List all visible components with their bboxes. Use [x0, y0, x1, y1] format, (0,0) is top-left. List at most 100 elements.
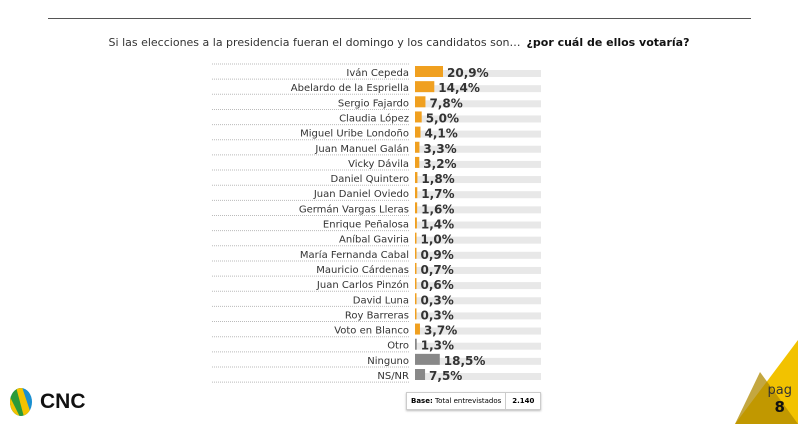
value-label: 3,2% — [423, 157, 456, 171]
bar-track — [415, 342, 541, 350]
bar-track — [415, 236, 541, 244]
bar-track — [415, 221, 541, 229]
value-label: 5,0% — [426, 111, 459, 125]
bar — [415, 262, 417, 274]
category-label: NS/NR — [377, 371, 409, 382]
question-bold: ¿por cuál de ellos votaría? — [526, 36, 690, 49]
base-text: Total entrevistados — [435, 397, 502, 405]
category-label: Ninguno — [367, 356, 409, 367]
bar — [415, 293, 417, 305]
value-label: 1,8% — [421, 172, 454, 186]
bar-track — [415, 373, 541, 380]
category-label: Vicky Dávila — [348, 158, 409, 170]
bar — [415, 278, 417, 290]
top-divider — [48, 18, 751, 19]
value-label: 20,9% — [447, 66, 489, 80]
base-box: Base: Total entrevistados 2.140 — [406, 392, 542, 410]
category-label: Roy Barreras — [345, 310, 409, 321]
value-label: 0,9% — [421, 248, 454, 262]
value-label: 3,7% — [424, 324, 457, 338]
page-number: 8 — [774, 398, 785, 416]
corner-shade — [735, 372, 798, 424]
bar — [415, 353, 440, 365]
bar — [415, 141, 420, 153]
bar-track — [415, 70, 541, 77]
page-label: pag — [767, 383, 792, 398]
bar — [415, 338, 417, 350]
category-label: Aníbal Gaviria — [339, 234, 409, 246]
bar — [415, 323, 420, 335]
bar-track — [415, 100, 541, 108]
bar — [415, 217, 417, 229]
bar — [415, 66, 444, 77]
cnc-logo: CNC — [6, 387, 86, 417]
value-label: 3,3% — [423, 142, 456, 156]
category-label: Enrique Peñalosa — [323, 220, 409, 231]
bar — [415, 369, 426, 380]
chart-title: Si las elecciones a la presidencia fuera… — [0, 36, 798, 49]
question-text: Si las elecciones a la presidencia fuera… — [108, 36, 521, 49]
value-label: 0,7% — [421, 263, 454, 277]
value-label: 7,8% — [429, 96, 462, 110]
category-label: Miguel Uribe Londoño — [300, 129, 409, 140]
bar-track — [415, 85, 541, 93]
category-label: Juan Carlos Pinzón — [316, 279, 409, 291]
value-label: 1,4% — [421, 218, 454, 232]
value-label: 14,4% — [438, 81, 480, 95]
category-label: David Luna — [353, 295, 409, 306]
bar — [415, 308, 417, 320]
bar — [415, 111, 422, 123]
value-label: 1,0% — [421, 233, 454, 247]
bar-track — [415, 145, 541, 153]
value-label: 1,3% — [421, 339, 454, 353]
bar — [415, 156, 420, 168]
bar-track — [415, 266, 541, 274]
value-label: 4,1% — [424, 127, 457, 141]
bar-track — [415, 160, 541, 168]
value-label: 1,6% — [421, 202, 454, 216]
value-label: 0,3% — [421, 308, 454, 322]
bar-track — [415, 251, 541, 259]
bar-track — [415, 357, 541, 365]
bar-track — [415, 115, 541, 123]
bar — [415, 187, 418, 199]
category-label: Iván Cepeda — [346, 67, 409, 79]
bar — [415, 81, 435, 93]
base-label: Base: — [411, 397, 433, 405]
value-label: 0,6% — [421, 278, 454, 292]
category-label: Juan Manuel Galán — [314, 143, 409, 155]
bar-track — [415, 297, 541, 305]
bar — [415, 126, 421, 138]
category-label: Otro — [387, 341, 409, 352]
bar-track — [415, 327, 541, 335]
value-label: 1,7% — [421, 187, 454, 201]
base-value: 2.140 — [512, 397, 535, 405]
category-label: María Fernanda Cabal — [300, 249, 409, 261]
value-label: 0,3% — [421, 293, 454, 307]
bar — [415, 172, 418, 184]
category-label: Sergio Fajardo — [338, 98, 409, 109]
value-label: 7,5% — [429, 369, 462, 383]
category-label: Mauricio Cárdenas — [316, 264, 409, 276]
bar-track — [415, 130, 541, 138]
bar-track — [415, 312, 541, 320]
category-label: Claudia López — [339, 112, 409, 124]
category-label: Germán Vargas Lleras — [299, 203, 409, 215]
bar-track — [415, 191, 541, 199]
bar-track — [415, 176, 541, 184]
bar-track — [415, 206, 541, 214]
bar-track — [415, 282, 541, 290]
bar — [415, 247, 417, 259]
page-indicator: pag 8 — [768, 382, 792, 416]
category-label: Juan Daniel Oviedo — [313, 189, 409, 200]
bar — [415, 202, 418, 214]
cnc-logo-icon — [10, 388, 32, 416]
category-label: Daniel Quintero — [331, 174, 409, 185]
logo-text: CNC — [40, 390, 86, 413]
value-label: 18,5% — [444, 354, 486, 368]
bar — [415, 232, 417, 244]
bar — [415, 96, 426, 108]
category-label: Abelardo de la Espriella — [291, 83, 409, 94]
category-label: Voto en Blanco — [334, 326, 409, 337]
